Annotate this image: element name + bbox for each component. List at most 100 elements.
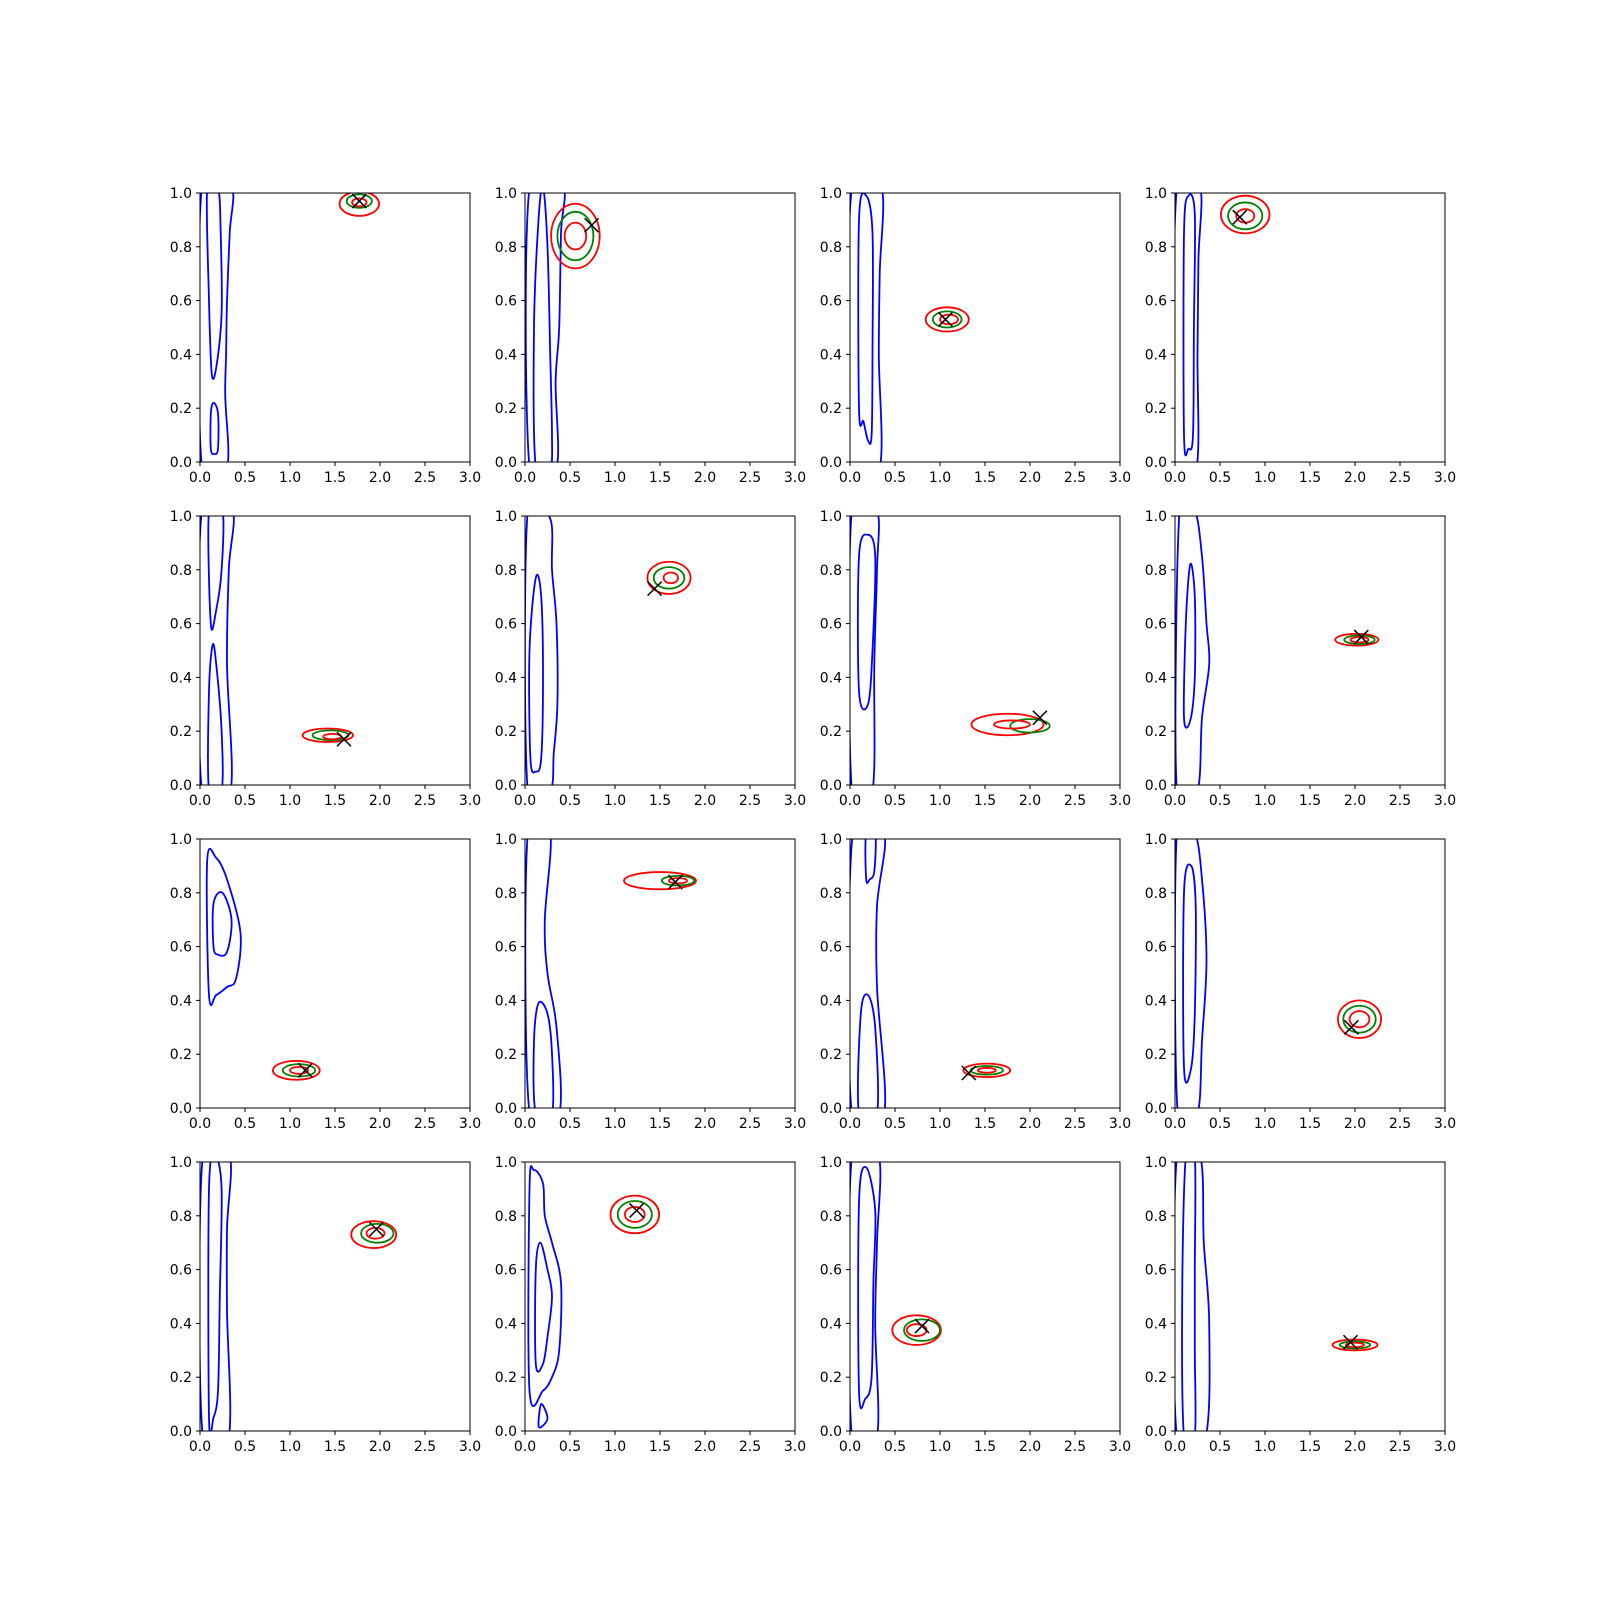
x-tick-label: 2.5 xyxy=(739,470,761,486)
x-tick-label: 3.0 xyxy=(1434,470,1456,486)
axes-frame xyxy=(199,515,471,786)
y-tick-label: 0.8 xyxy=(170,563,192,579)
x-tick-label: 1.5 xyxy=(649,1439,671,1455)
prior-contour xyxy=(850,193,885,462)
y-tick-label: 1.0 xyxy=(170,509,192,525)
prior-contour xyxy=(1182,193,1196,457)
y-tick-label: 0.0 xyxy=(495,1424,517,1440)
x-tick-label: 0.5 xyxy=(1209,470,1231,486)
x-tick-label: 0.0 xyxy=(514,1439,536,1455)
posterior-b-contour xyxy=(345,193,373,209)
x-tick-label: 2.5 xyxy=(739,793,761,809)
plot-area xyxy=(850,839,1012,1108)
x-tick-label: 1.5 xyxy=(974,1439,996,1455)
x-tick-label: 1.5 xyxy=(1299,1116,1321,1132)
x-tick-label: 2.0 xyxy=(1344,793,1366,809)
posterior-b-contour xyxy=(652,566,686,590)
subplot-6: 0.0 0.5 1.0 1.5 2.0 2.5 3.0 0.0 0.2 0.4 0.6 0.8 1.0 xyxy=(495,509,806,809)
x-tick-label: 2.0 xyxy=(694,1116,716,1132)
y-tick-label: 0.2 xyxy=(820,724,842,740)
axes-frame xyxy=(1174,838,1446,1109)
x-tick-label: 2.0 xyxy=(369,793,391,809)
x-tick-label: 2.0 xyxy=(1344,1116,1366,1132)
x-tick-label: 1.0 xyxy=(929,470,951,486)
x-tick-label: 0.0 xyxy=(1164,470,1186,486)
x-tick-label: 0.0 xyxy=(514,1116,536,1132)
prior-contour xyxy=(527,1165,563,1408)
prior-contour xyxy=(205,193,223,380)
axes-frame xyxy=(524,515,796,786)
true-value-marker xyxy=(368,1221,384,1237)
x-tick-label: 1.5 xyxy=(1299,1439,1321,1455)
plot-area xyxy=(200,193,380,462)
plot-area xyxy=(1175,1162,1379,1431)
prior-contour xyxy=(850,516,880,785)
x-tick-label: 1.5 xyxy=(649,470,671,486)
x-tick-label: 0.0 xyxy=(514,793,536,809)
x-tick-label: 0.5 xyxy=(234,1439,256,1455)
prior-contour xyxy=(1175,1162,1211,1431)
x-tick-label: 2.5 xyxy=(1389,1439,1411,1455)
y-tick-label: 0.4 xyxy=(820,347,842,363)
axes-frame xyxy=(524,1161,796,1432)
posterior-a-contour xyxy=(301,727,354,743)
prior-contour xyxy=(1182,863,1197,1084)
subplot-16: 0.0 0.5 1.0 1.5 2.0 2.5 3.0 0.0 0.2 0.4 0.6 0.8 1.0 xyxy=(1145,1155,1456,1455)
y-tick-label: 0.2 xyxy=(495,1370,517,1386)
posterior-a-contour-inner xyxy=(905,1323,928,1337)
prior-contour xyxy=(532,193,554,462)
plot-area xyxy=(850,1162,942,1431)
x-tick-label: 0.5 xyxy=(559,1439,581,1455)
posterior-a-contour xyxy=(271,1060,321,1081)
y-tick-label: 0.8 xyxy=(1145,563,1167,579)
y-tick-label: 0.8 xyxy=(820,886,842,902)
y-tick-label: 0.4 xyxy=(820,670,842,686)
axes-frame xyxy=(524,838,796,1109)
x-tick-label: 1.0 xyxy=(604,793,626,809)
x-tick-label: 0.5 xyxy=(884,1116,906,1132)
y-tick-label: 1.0 xyxy=(170,186,192,202)
y-tick-label: 0.4 xyxy=(170,993,192,1009)
y-tick-label: 0.6 xyxy=(495,940,517,956)
posterior-a-contour-inner xyxy=(993,719,1031,730)
y-tick-label: 0.8 xyxy=(170,240,192,256)
x-tick-label: 2.0 xyxy=(369,470,391,486)
prior-contour xyxy=(209,401,220,455)
y-tick-label: 0.4 xyxy=(1145,1316,1167,1332)
x-tick-label: 2.5 xyxy=(414,1439,436,1455)
posterior-a-contour xyxy=(1337,999,1383,1039)
x-tick-label: 3.0 xyxy=(1109,1116,1131,1132)
prior-contour xyxy=(207,516,225,631)
x-tick-label: 1.5 xyxy=(649,793,671,809)
prior-contour xyxy=(200,516,235,785)
y-tick-label: 0.6 xyxy=(1145,940,1167,956)
y-tick-label: 0.0 xyxy=(495,1101,517,1117)
prior-contour xyxy=(200,193,235,462)
y-tick-label: 0.8 xyxy=(495,240,517,256)
x-tick-label: 1.5 xyxy=(974,1116,996,1132)
y-tick-label: 0.4 xyxy=(495,670,517,686)
plot-area xyxy=(1175,193,1271,462)
x-tick-label: 2.5 xyxy=(1064,793,1086,809)
plot-area xyxy=(1175,839,1383,1108)
posterior-a-contour-inner xyxy=(976,1067,997,1074)
x-tick-label: 1.0 xyxy=(929,1116,951,1132)
x-tick-label: 2.5 xyxy=(739,1116,761,1132)
y-tick-label: 0.8 xyxy=(820,1209,842,1225)
prior-contour xyxy=(528,573,544,774)
posterior-a-contour xyxy=(1334,632,1380,647)
y-tick-label: 0.4 xyxy=(170,347,192,363)
y-tick-label: 1.0 xyxy=(1145,832,1167,848)
x-tick-label: 0.5 xyxy=(559,793,581,809)
x-tick-label: 3.0 xyxy=(784,1116,806,1132)
x-tick-label: 1.0 xyxy=(1254,470,1276,486)
true-value-marker xyxy=(667,874,683,890)
axes-frame xyxy=(849,1161,1121,1432)
y-tick-label: 0.6 xyxy=(170,940,192,956)
y-tick-label: 0.0 xyxy=(820,1101,842,1117)
x-tick-label: 3.0 xyxy=(459,470,481,486)
y-tick-label: 0.2 xyxy=(1145,401,1167,417)
y-tick-label: 0.6 xyxy=(170,1263,192,1279)
x-tick-label: 2.0 xyxy=(694,793,716,809)
true-value-marker xyxy=(629,1202,645,1218)
